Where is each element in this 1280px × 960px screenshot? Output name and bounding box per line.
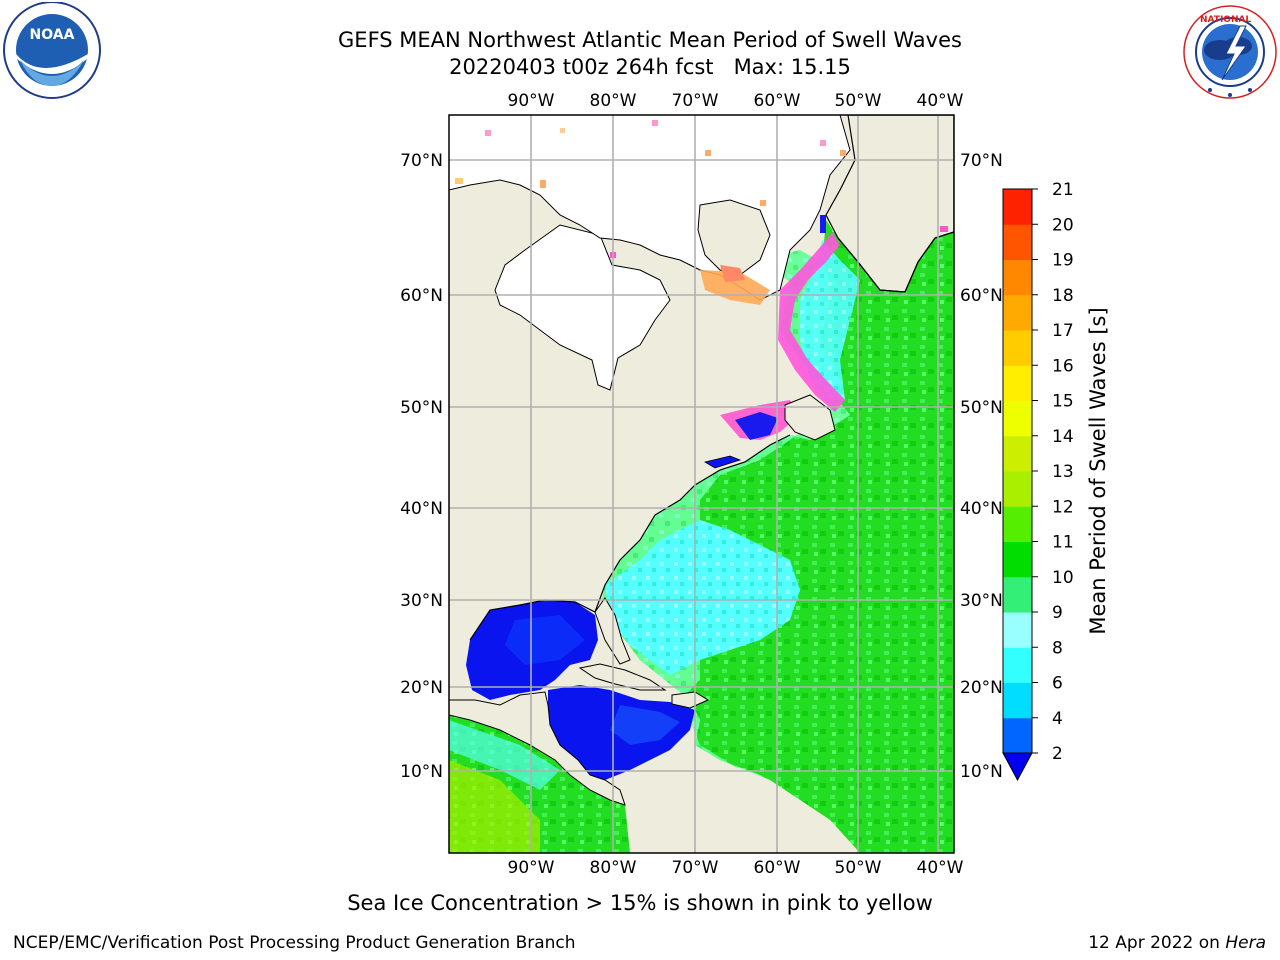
footer-credit: NCEP/EMC/Verification Post Processing Pr… bbox=[13, 933, 576, 953]
colorbar-tick-label: 12 bbox=[1052, 497, 1074, 517]
lon-label: 70°W bbox=[672, 91, 719, 111]
lat-label: 10°N bbox=[400, 762, 443, 782]
lat-label: 10°N bbox=[960, 762, 1003, 782]
colorbar-tick-label: 11 bbox=[1052, 533, 1074, 553]
bay-of-fundy bbox=[703, 455, 742, 469]
colorbar-tick-label: 16 bbox=[1052, 356, 1074, 376]
colorbar-tick-label: 6 bbox=[1052, 674, 1063, 694]
colorbar-tick-label: 14 bbox=[1052, 427, 1074, 447]
colorbar-segment bbox=[1003, 647, 1032, 683]
map-area bbox=[449, 115, 954, 853]
colorbar-tick-label: 9 bbox=[1052, 603, 1063, 623]
lon-label: 60°W bbox=[754, 91, 801, 111]
colorbar-segment bbox=[1003, 682, 1032, 719]
north-america-coast bbox=[469, 434, 791, 641]
lat-label: 50°N bbox=[400, 398, 443, 418]
colorbar-label: Mean Period of Swell Waves [s] bbox=[1086, 307, 1110, 634]
colorbar-tick-label: 4 bbox=[1052, 709, 1063, 729]
chart-title: GEFS MEAN Northwest Atlantic Mean Period… bbox=[338, 28, 962, 52]
colorbar-tick-label: 17 bbox=[1052, 321, 1074, 341]
colorbar-segment bbox=[1003, 541, 1032, 578]
colorbar-tick-label: 13 bbox=[1052, 462, 1074, 482]
central-america bbox=[449, 691, 626, 806]
lat-label: 70°N bbox=[960, 151, 1003, 171]
hispaniola bbox=[671, 691, 710, 709]
colorbar-tick-label: 19 bbox=[1052, 251, 1074, 271]
lat-label: 60°N bbox=[400, 286, 443, 306]
lon-labels-bottom: 90°W 80°W 70°W 60°W 50°W 40°W bbox=[508, 858, 964, 878]
colorbar: 2 4 6 8 9 10 11 12 13 14 15 16 17 18 19 20 21 bbox=[1002, 180, 1074, 782]
lon-label: 40°W bbox=[917, 91, 964, 111]
colorbar-tick-label: 15 bbox=[1052, 392, 1074, 412]
lon-label: 70°W bbox=[672, 858, 719, 878]
lat-label: 50°N bbox=[960, 398, 1003, 418]
chart-subtitle: 20220403 t00z 264h fcst Max: 15.15 bbox=[449, 55, 851, 79]
colorbar-segment bbox=[1003, 471, 1032, 507]
lon-label: 90°W bbox=[508, 91, 555, 111]
map-frame bbox=[448, 114, 955, 854]
hudson-bay bbox=[494, 224, 671, 391]
lon-label: 50°W bbox=[835, 858, 882, 878]
south-america bbox=[630, 765, 860, 853]
colorbar-segment bbox=[1003, 717, 1032, 754]
colorbar-segment bbox=[1003, 294, 1032, 331]
cuba bbox=[578, 663, 667, 691]
lat-label: 20°N bbox=[400, 678, 443, 698]
lon-label: 80°W bbox=[590, 858, 637, 878]
colorbar-tick-label: 21 bbox=[1052, 180, 1074, 200]
colorbar-segment bbox=[1003, 224, 1032, 260]
colorbar-segment bbox=[1003, 435, 1032, 472]
lon-label: 80°W bbox=[590, 91, 637, 111]
colorbar-segment bbox=[1003, 400, 1032, 437]
pacific-coast-cyan bbox=[449, 720, 560, 790]
colorbar-segment bbox=[1003, 365, 1032, 401]
footer-host: Hera bbox=[1225, 933, 1266, 953]
st-lawrence-blue bbox=[735, 412, 778, 440]
lon-labels-top: 90°W 80°W 70°W 60°W 50°W 40°W bbox=[508, 91, 964, 111]
lon-label: 40°W bbox=[917, 858, 964, 878]
colorbar-segment bbox=[1003, 259, 1032, 296]
colorbar-segment bbox=[1003, 506, 1032, 542]
colorbar-extend-triangle bbox=[1002, 752, 1033, 782]
colorbar-segment bbox=[1003, 189, 1032, 225]
lon-label: 50°W bbox=[835, 91, 882, 111]
graticule bbox=[449, 115, 954, 853]
baffin-island bbox=[697, 199, 771, 276]
colorbar-tick-label: 10 bbox=[1052, 568, 1074, 588]
lon-label: 60°W bbox=[754, 858, 801, 878]
colorbar-segment bbox=[1003, 576, 1032, 613]
colorbar-segment bbox=[1003, 330, 1032, 366]
svg-text:NATIONAL: NATIONAL bbox=[1200, 15, 1251, 25]
lat-labels-left: 70°N 60°N 50°N 40°N 30°N 20°N 10°N bbox=[400, 151, 443, 782]
nws-logo: NATIONAL bbox=[1183, 5, 1277, 99]
colorbar-tick-label: 20 bbox=[1052, 215, 1074, 235]
footer-date: 12 Apr 2022 on Hera bbox=[1088, 933, 1266, 953]
labrador-sea-band bbox=[800, 240, 860, 405]
lat-label: 40°N bbox=[960, 499, 1003, 519]
lon-label: 90°W bbox=[508, 858, 555, 878]
sea-ice-note: Sea Ice Concentration > 15% is shown in … bbox=[347, 891, 933, 915]
lat-label: 20°N bbox=[960, 678, 1003, 698]
colorbar-tick-label: 8 bbox=[1052, 638, 1063, 658]
lat-label: 30°N bbox=[400, 591, 443, 611]
colorbar-tick-label: 2 bbox=[1052, 744, 1063, 764]
gulf-inner bbox=[505, 615, 585, 665]
colorbar-tick-label: 18 bbox=[1052, 286, 1074, 306]
lat-label: 60°N bbox=[960, 286, 1003, 306]
noaa-logo-text: NOAA bbox=[30, 27, 75, 43]
lat-label: 40°N bbox=[400, 499, 443, 519]
pacific-yellowgreen bbox=[449, 760, 540, 853]
noaa-logo: NOAA bbox=[3, 2, 101, 99]
lat-labels-right: 70°N 60°N 50°N 40°N 30°N 20°N 10°N bbox=[960, 151, 1003, 782]
lat-label: 30°N bbox=[960, 591, 1003, 611]
lat-label: 70°N bbox=[400, 151, 443, 171]
colorbar-segment bbox=[1003, 612, 1032, 648]
footer-date-text: 12 Apr 2022 on bbox=[1088, 933, 1226, 953]
caribbean-inner bbox=[610, 705, 680, 745]
subtropical-cyan bbox=[605, 520, 800, 675]
